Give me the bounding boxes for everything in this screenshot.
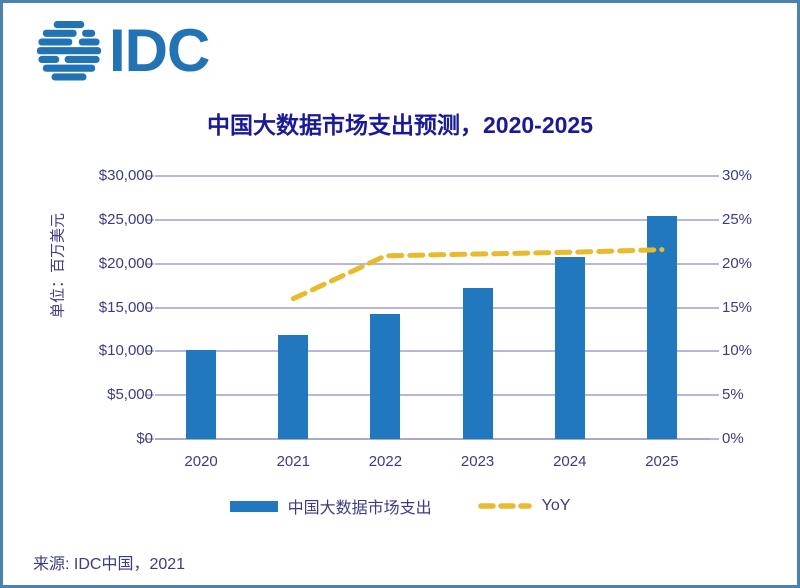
legend-line-swatch (477, 503, 532, 509)
chart-title: 中国大数据市场支出预测，2020-2025 (207, 112, 593, 138)
legend-bar-swatch (229, 500, 278, 512)
y-tick-label-left: $10,000 (98, 342, 153, 359)
y-tick-right (710, 307, 719, 309)
gridline (155, 394, 711, 396)
idc-globe-icon (36, 21, 102, 81)
x-axis-label: 2024 (553, 453, 587, 470)
y-tick-left (145, 350, 154, 352)
y-tick-label-left: $30,000 (98, 167, 153, 184)
x-axis-label: 2020 (184, 453, 218, 470)
y-tick-label-left: $15,000 (98, 299, 153, 316)
gridline (155, 307, 711, 309)
y-tick-right (710, 438, 719, 440)
gridline (155, 175, 711, 177)
bar-2024 (554, 256, 585, 439)
y-tick-right (710, 175, 719, 177)
bar-2021 (278, 334, 309, 439)
chart-plot-area: $0 0% $5,000 5% $10,000 10% $15,000 15% $20,000 2… (3, 3, 797, 585)
y-tick-right (710, 350, 719, 352)
y-tick-label-left: $20,000 (98, 255, 153, 272)
bar-2025 (646, 215, 677, 439)
x-axis-label: 2022 (368, 453, 403, 470)
y-tick-label-right: 20% (722, 255, 753, 272)
idc-logo-text: IDC (109, 17, 210, 84)
y-tick-left (145, 263, 154, 265)
y-tick-label-right: 0% (722, 430, 744, 447)
source-note: 来源: IDC中国，2021 (33, 556, 186, 573)
legend-bar-label: 中国大数据市场支出 (287, 500, 432, 517)
y-tick-label-right: 10% (722, 342, 753, 359)
y-tick-left (145, 394, 154, 396)
y-tick-left (145, 307, 154, 309)
y-tick-label-left: $25,000 (98, 211, 153, 228)
bar-2023 (462, 288, 493, 439)
y-tick-right (710, 263, 719, 265)
legend-line-label: YoY (541, 497, 571, 514)
y-tick-left (145, 175, 154, 177)
y-tick-label-right: 5% (722, 386, 744, 403)
gridline (155, 219, 711, 221)
gridline (155, 350, 711, 352)
y-tick-left (145, 438, 154, 440)
legend: 中国大数据市场支出 YoY (3, 494, 797, 518)
gridline (155, 438, 711, 440)
x-axis-label: 2025 (645, 453, 679, 470)
y-tick-label-left: $0 (136, 430, 153, 447)
bar-2020 (186, 350, 217, 439)
y-tick-label-right: 30% (722, 167, 753, 184)
y-tick-right (710, 394, 719, 396)
bar-2022 (370, 313, 401, 439)
gridline (155, 263, 711, 265)
idc-logo: IDC (33, 13, 210, 89)
y-tick-right (710, 219, 719, 221)
y-tick-label-left: $5,000 (107, 386, 153, 403)
x-axis-label: 2023 (460, 453, 495, 470)
y-tick-label-right: 15% (722, 299, 753, 316)
x-axis-label: 2021 (276, 453, 310, 470)
y-tick-label-right: 25% (722, 211, 753, 228)
y-tick-left (145, 219, 154, 221)
